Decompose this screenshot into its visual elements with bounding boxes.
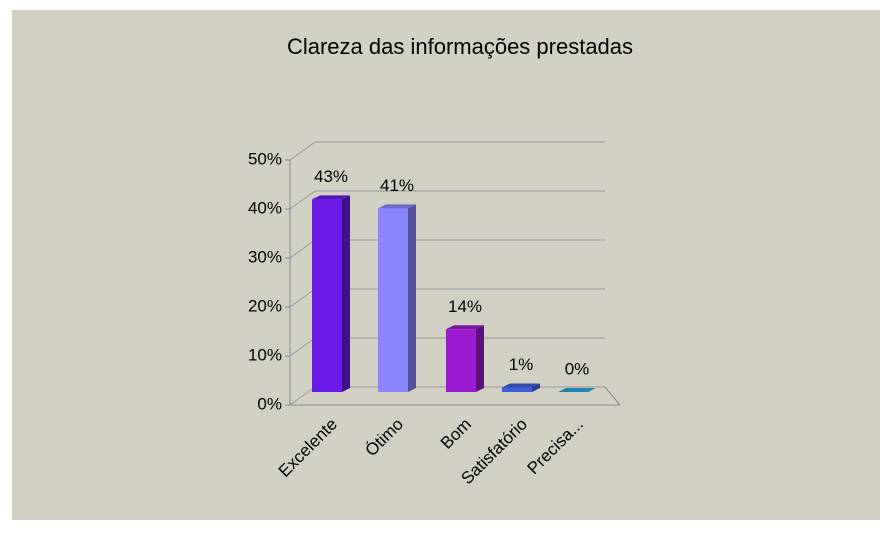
bar-face — [312, 195, 350, 200]
bar-face — [558, 388, 596, 392]
bar-face — [446, 325, 484, 330]
bar-face — [502, 387, 532, 392]
y-tick-label: 40% — [248, 198, 282, 217]
bar-face — [312, 199, 342, 392]
grid-line — [289, 141, 605, 161]
chart-area — [12, 10, 880, 520]
bar-face — [476, 325, 484, 392]
y-tick-label: 10% — [248, 345, 282, 364]
bar — [502, 383, 540, 392]
bar-face — [378, 204, 416, 209]
chart-title: Clareza das informações prestadas — [287, 34, 633, 59]
bar — [378, 204, 416, 392]
y-tick-label: 50% — [248, 149, 282, 168]
bar — [446, 325, 484, 392]
value-label: 0% — [565, 359, 590, 378]
value-label: 41% — [380, 176, 414, 195]
bar-face — [342, 195, 350, 392]
bar — [312, 195, 350, 392]
y-tick-label: 30% — [248, 247, 282, 266]
bar-face — [378, 208, 408, 392]
floor-right — [604, 386, 621, 406]
value-label: 1% — [509, 355, 534, 374]
y-tick-label: 20% — [248, 296, 282, 315]
y-tick-label: 0% — [257, 394, 282, 413]
bar-face — [532, 383, 540, 392]
value-label: 14% — [448, 297, 482, 316]
bar-face — [446, 329, 476, 392]
grid-line — [289, 190, 605, 210]
bar-face — [502, 383, 540, 388]
bar — [558, 388, 596, 392]
bar-face — [408, 204, 416, 392]
value-label: 43% — [314, 167, 348, 186]
